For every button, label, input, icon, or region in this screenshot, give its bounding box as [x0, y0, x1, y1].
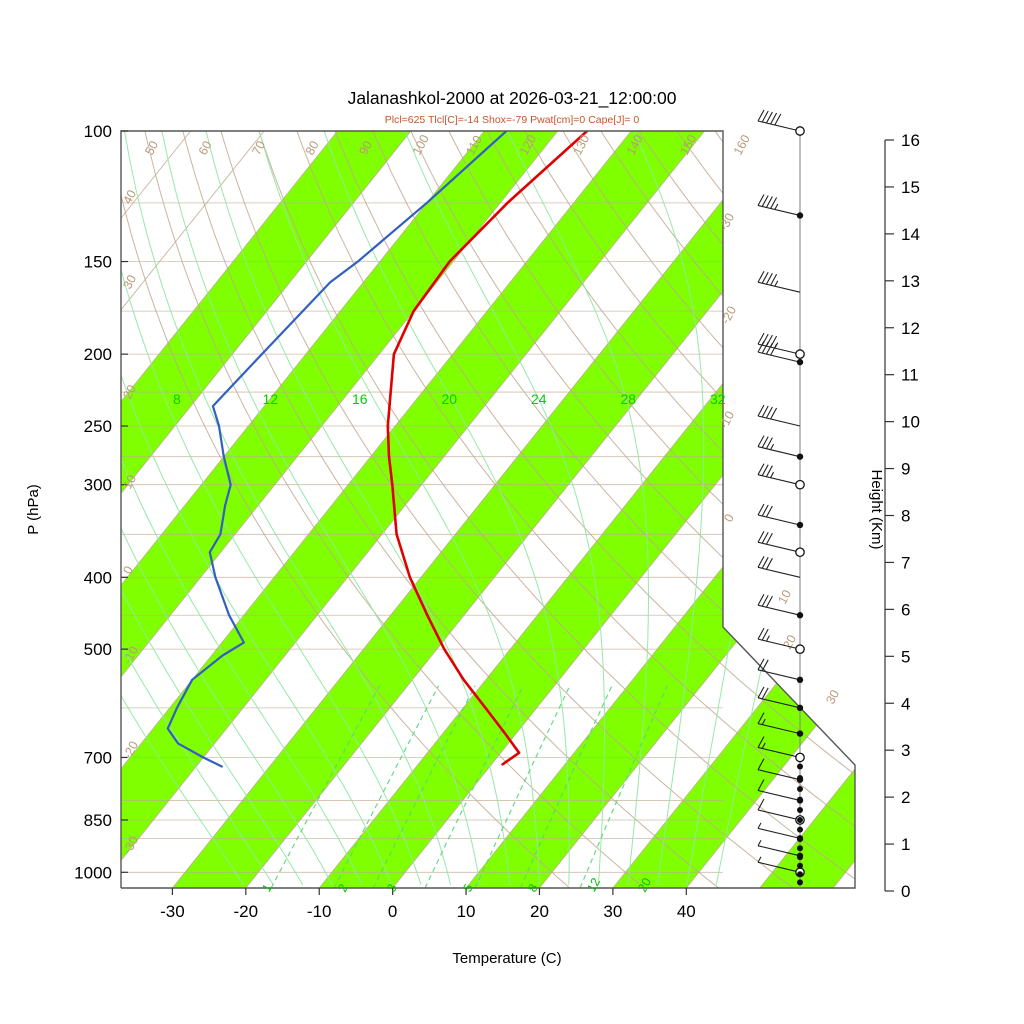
- theta-e-label: 28: [621, 391, 637, 407]
- dry-adiabat-label: 130: [570, 132, 592, 157]
- dry-adiabat-label: 160: [731, 132, 753, 157]
- isotherm-label-left: 10: [120, 473, 139, 492]
- height-tick-label: 16: [901, 131, 920, 150]
- dry-adiabat-label: 80: [303, 139, 322, 158]
- height-tick-label: 1: [901, 835, 910, 854]
- height-tick-label: 8: [901, 507, 910, 526]
- dry-adiabat-label: 70: [249, 139, 268, 158]
- height-tick-label: 2: [901, 788, 910, 807]
- height-tick-label: 3: [901, 741, 910, 760]
- theta-e-label: 32: [710, 391, 726, 407]
- isotherm-label-left: 30: [120, 273, 139, 292]
- isotherm-label-right: 20: [780, 633, 799, 652]
- temperature-tick-label: -20: [234, 902, 259, 921]
- temperature-tick-label: 0: [388, 902, 397, 921]
- theta-e-label: 12: [263, 391, 279, 407]
- height-tick-label: 4: [901, 694, 910, 713]
- height-tick-label: 7: [901, 553, 910, 572]
- pressure-tick-label: 850: [84, 811, 112, 830]
- pressure-tick-label: 150: [84, 253, 112, 272]
- x-axis-label: Temperature (C): [452, 950, 561, 967]
- isotherm-label-right: 10: [775, 588, 794, 607]
- sounding-indices-subtitle: Plcl=625 Tlcl[C]=-14 Shox=-79 Pwat[cm]=0…: [384, 114, 640, 126]
- pressure-tick-label: 400: [84, 568, 112, 587]
- isotherm-label-left: 20: [120, 383, 139, 402]
- theta-e-label: 24: [531, 391, 547, 407]
- height-tick-label: 12: [901, 319, 920, 338]
- mixing-ratio-label: 12: [584, 876, 603, 895]
- theta-e-label: 8: [173, 391, 181, 407]
- isotherm-label-left: 0: [120, 564, 136, 577]
- temperature-tick-label: 20: [530, 902, 549, 921]
- height-tick-label: 13: [901, 272, 920, 291]
- temperature-profile: [386, 131, 589, 766]
- y-axis-label: P (hPa): [25, 484, 42, 535]
- height-tick-label: 0: [901, 882, 910, 901]
- theta-e-label: 16: [352, 391, 368, 407]
- pressure-tick-label: 250: [84, 417, 112, 436]
- isotherm-label-right: 30: [823, 688, 842, 707]
- height-axis-label: Height (Km): [868, 469, 885, 549]
- pressure-tick-label: 1000: [74, 863, 112, 882]
- height-tick-label: 11: [901, 366, 919, 385]
- mixing-ratio-label: 20: [635, 876, 654, 895]
- dry-adiabat-label: 60: [196, 139, 215, 158]
- height-tick-label: 6: [901, 600, 910, 619]
- pressure-tick-label: 700: [84, 748, 112, 767]
- height-tick-label: 9: [901, 460, 910, 479]
- pressure-tick-label: 300: [84, 476, 112, 495]
- wind-barb-column: [757, 109, 805, 886]
- height-tick-label: 14: [901, 225, 920, 244]
- temperature-tick-label: -30: [160, 902, 185, 921]
- temperature-tick-label: 10: [457, 902, 476, 921]
- temperature-tick-label: -10: [307, 902, 332, 921]
- pressure-tick-label: 200: [84, 345, 112, 364]
- temperature-tick-label: 40: [677, 902, 696, 921]
- theta-e-label: 20: [442, 391, 458, 407]
- page-title: Jalanashkol-2000 at 2026-03-21_12:00:00: [347, 88, 677, 108]
- pressure-tick-label: 500: [84, 640, 112, 659]
- height-tick-label: 10: [901, 413, 920, 432]
- height-tick-label: 5: [901, 647, 910, 666]
- isotherm-label-left: 40: [120, 188, 139, 207]
- height-tick-label: 15: [901, 178, 920, 197]
- pressure-tick-label: 100: [84, 122, 112, 141]
- dewpoint-profile: [166, 131, 508, 768]
- isotherm-label-right: -20: [718, 304, 739, 327]
- dry-adiabat-label: 90: [356, 139, 375, 158]
- dry-adiabat-label: 50: [142, 139, 161, 158]
- temperature-tick-label: 30: [603, 902, 622, 921]
